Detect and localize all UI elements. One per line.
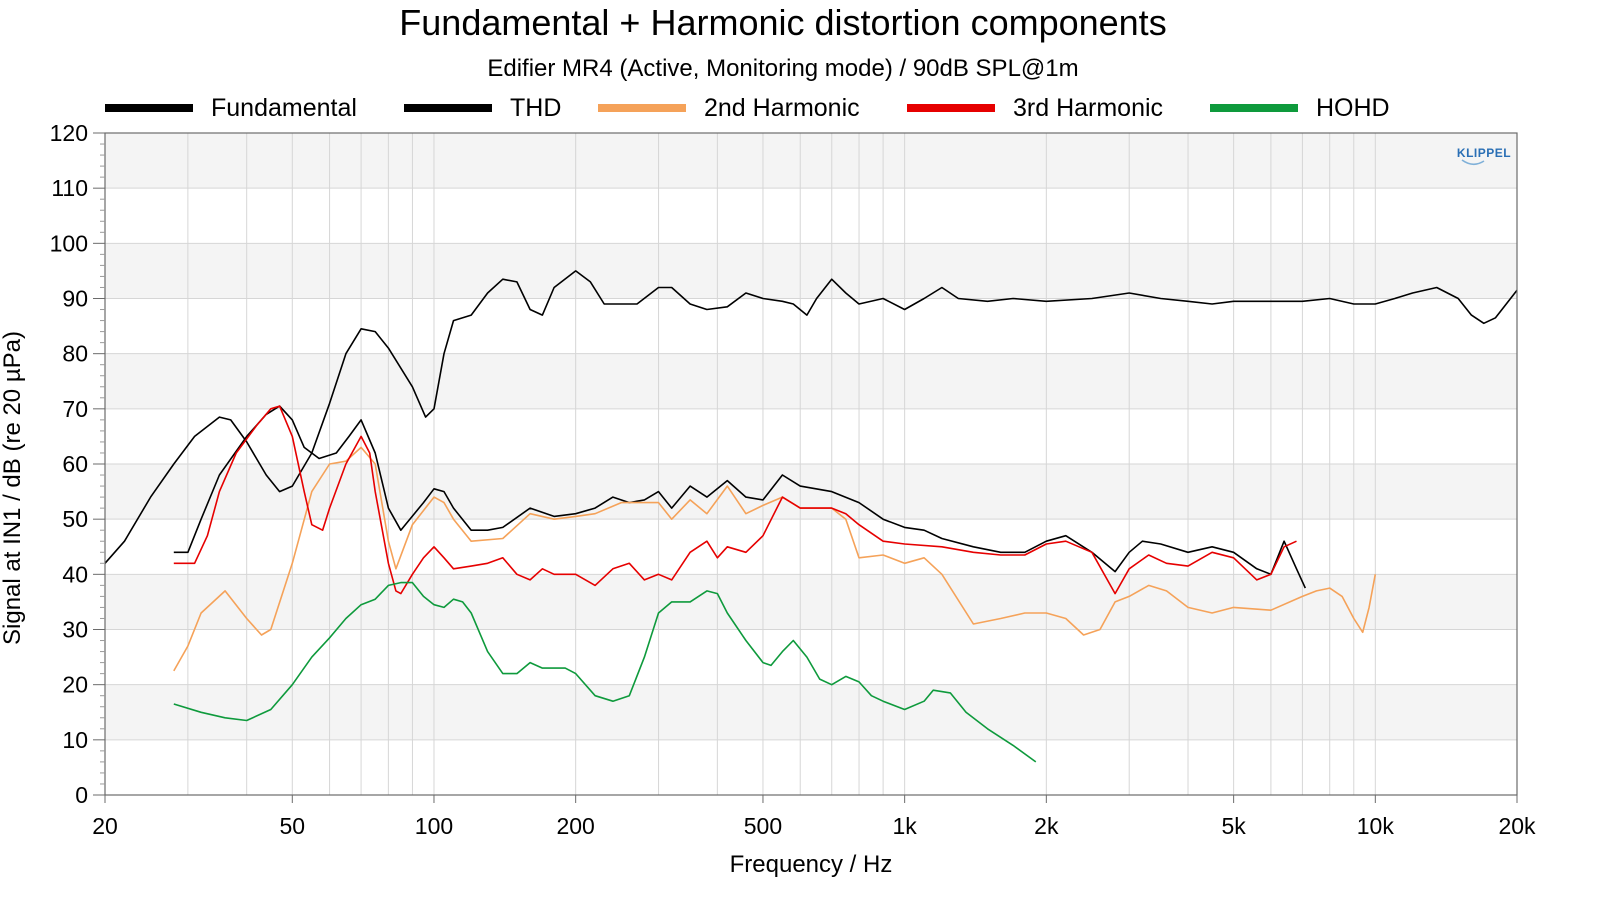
third-harmonic-line xyxy=(173,405,1297,595)
y-tick-label: 50 xyxy=(62,506,88,532)
thd-line xyxy=(173,405,1307,589)
y-axis-label: Signal at IN1 / dB (re 20 µPa) xyxy=(0,331,26,645)
x-axis-label: Frequency / Hz xyxy=(730,851,893,878)
legend-label: HOHD xyxy=(1316,94,1390,122)
klippel-logo: KLIPPEL xyxy=(1457,146,1511,166)
y-tick-label: 10 xyxy=(62,727,88,753)
background-band xyxy=(105,243,1517,299)
y-tick-label: 70 xyxy=(62,396,88,422)
legend-label: 3rd Harmonic xyxy=(1013,94,1163,122)
hohd-line xyxy=(173,581,1037,763)
x-tick-label: 10k xyxy=(1357,813,1395,839)
y-tick-label: 100 xyxy=(50,230,88,256)
x-tick-label: 200 xyxy=(556,813,594,839)
x-tick-label: 1k xyxy=(893,813,918,839)
chart-subtitle: Edifier MR4 (Active, Monitoring mode) / … xyxy=(487,55,1078,82)
legend-label: THD xyxy=(510,94,561,122)
y-tick-label: 0 xyxy=(75,782,88,808)
x-tick-label: 20k xyxy=(1498,813,1536,839)
axis-ticks: 0 10 20 30 40 50 60 70 80 90 100 110 120 20 50 100 200 50… xyxy=(50,120,1536,839)
x-tick-label: 500 xyxy=(744,813,782,839)
background-band xyxy=(105,133,1517,189)
klippel-logo-text: KLIPPEL xyxy=(1457,146,1511,160)
background-band xyxy=(105,574,1517,630)
x-tick-label: 50 xyxy=(280,813,306,839)
background-band xyxy=(105,464,1517,520)
y-tick-label: 30 xyxy=(62,617,88,643)
y-tick-label: 80 xyxy=(62,341,88,367)
klippel-logo-swoosh xyxy=(1461,159,1485,166)
background-band xyxy=(105,684,1517,740)
fundamental-line xyxy=(104,270,1518,564)
y-tick-label: 90 xyxy=(62,286,88,312)
legend-label: Fundamental xyxy=(211,94,357,122)
x-tick-label: 20 xyxy=(92,813,118,839)
legend: Fundamental THD 2nd Harmonic 3rd Harmonic HO… xyxy=(105,94,1390,122)
second-harmonic-line xyxy=(173,446,1377,672)
background-band xyxy=(105,353,1517,409)
legend-label: 2nd Harmonic xyxy=(704,94,860,122)
y-tick-label: 110 xyxy=(51,175,88,201)
x-tick-label: 5k xyxy=(1221,813,1246,839)
series-lines xyxy=(104,270,1518,763)
x-tick-label: 2k xyxy=(1034,813,1059,839)
plot-background-bands xyxy=(105,133,1517,740)
x-tick-label: 100 xyxy=(415,813,453,839)
y-tick-label: 20 xyxy=(62,672,88,698)
y-tick-label: 40 xyxy=(62,561,88,587)
y-tick-label: 120 xyxy=(50,120,88,146)
chart-title: Fundamental + Harmonic distortion compon… xyxy=(399,2,1166,43)
y-tick-label: 60 xyxy=(62,451,88,477)
